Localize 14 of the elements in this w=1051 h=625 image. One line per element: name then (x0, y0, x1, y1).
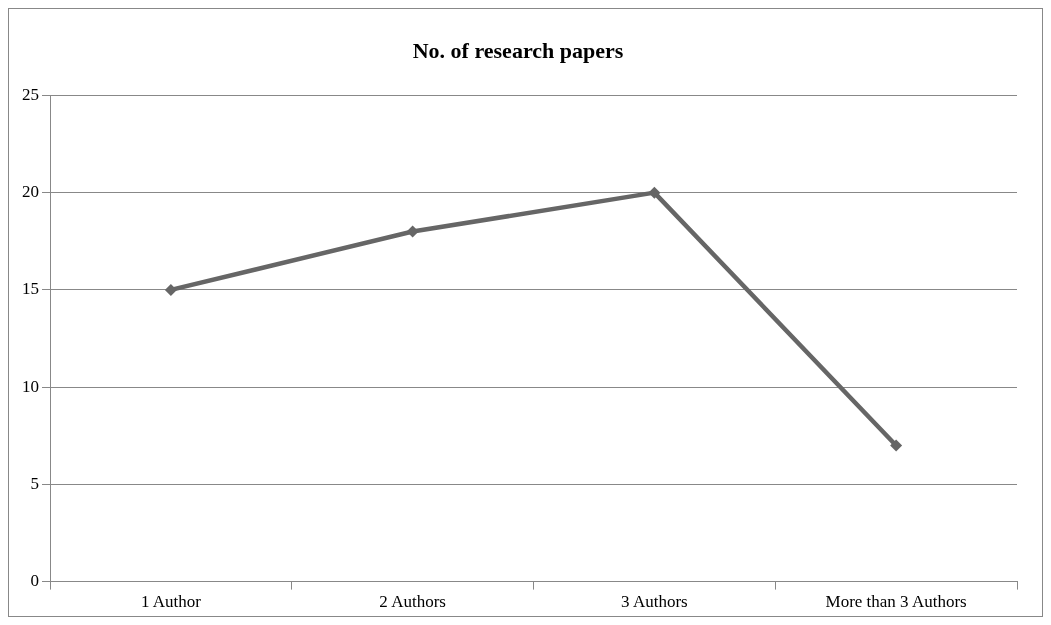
chart-title: No. of research papers (412, 37, 624, 63)
point (164, 283, 177, 296)
y-tick-label: 25 (22, 84, 39, 104)
x-tick-label: 1 Author (140, 592, 202, 612)
y-tick-label: 20 (22, 182, 39, 202)
x-tick-label: More than 3 Authors (825, 592, 967, 612)
x-tick-label: 3 Authors (621, 592, 688, 612)
y-tick-label: 0 (30, 571, 39, 591)
x-tick-label: 2 Authors (379, 592, 446, 612)
point (648, 186, 661, 199)
y-tick-label: 5 (30, 473, 39, 493)
point (890, 439, 903, 452)
y-tick-label: 15 (22, 279, 39, 299)
y-tick-label: 10 (22, 376, 39, 396)
